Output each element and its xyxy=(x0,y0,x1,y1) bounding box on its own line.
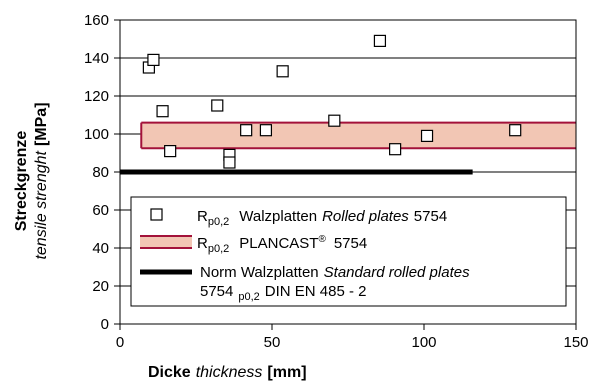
y-tick-label: 60 xyxy=(92,202,109,219)
y-tick-label: 160 xyxy=(84,12,109,29)
legend-square-marker xyxy=(150,208,163,221)
data-point-square xyxy=(259,124,273,137)
data-point-square xyxy=(276,65,289,78)
x-tick-label: 150 xyxy=(563,334,588,351)
x-tick-label: 0 xyxy=(116,334,124,351)
data-point-square xyxy=(147,53,160,67)
data-point-square xyxy=(420,129,434,142)
x-tick-label: 100 xyxy=(411,334,436,351)
data-points xyxy=(142,34,522,169)
y-tick-labels: 0 20 40 60 80 100 120 140 160 xyxy=(84,12,109,333)
x-tick-label: 50 xyxy=(264,334,281,351)
data-point-square xyxy=(240,124,253,137)
y-tick-label: 80 xyxy=(92,164,109,181)
legend-band-swatch xyxy=(140,236,192,248)
y-tick-label: 0 xyxy=(101,316,109,333)
legend-entry-rolled: Rp0,2 Walzplatten Rolled plates 5754 xyxy=(197,208,447,228)
legend-box xyxy=(130,196,567,307)
y-axis-title-sub: tensile strenght[MPa] xyxy=(33,102,50,259)
data-point-square xyxy=(223,156,236,169)
data-point-square xyxy=(389,143,402,156)
data-point-square xyxy=(211,99,224,112)
data-point-square xyxy=(328,114,341,127)
y-tick-label: 140 xyxy=(84,50,109,67)
plancast-band xyxy=(140,121,576,150)
legend-entry-plancast: Rp0,2 PLANCAST® 5754 xyxy=(197,234,367,255)
data-point-square xyxy=(509,124,522,137)
x-tick-labels: 0 50 100 150 xyxy=(116,334,589,351)
y-tick-label: 20 xyxy=(92,278,109,295)
y-axis-title-main: Streckgrenze xyxy=(13,131,30,232)
legend: Rp0,2 Walzplatten Rolled plates 5754 Rp0,2 P… xyxy=(130,196,567,307)
plot-area-frame xyxy=(119,19,577,325)
data-point-square xyxy=(156,105,169,118)
x-axis-title: Dicke thickness [mm] xyxy=(148,364,307,381)
y-tick-label: 100 xyxy=(84,126,109,143)
y-tick-label: 120 xyxy=(84,88,109,105)
legend-entry-norm-line2: 5754 p0,2 DIN EN 485 - 2 xyxy=(200,283,367,303)
data-point-square xyxy=(373,34,387,48)
band-fill xyxy=(141,122,576,149)
y-tick-label: 40 xyxy=(92,240,109,257)
legend-entry-norm-line1: Norm Walzplatten Standard rolled plates xyxy=(200,264,470,281)
data-point-square xyxy=(164,145,177,158)
